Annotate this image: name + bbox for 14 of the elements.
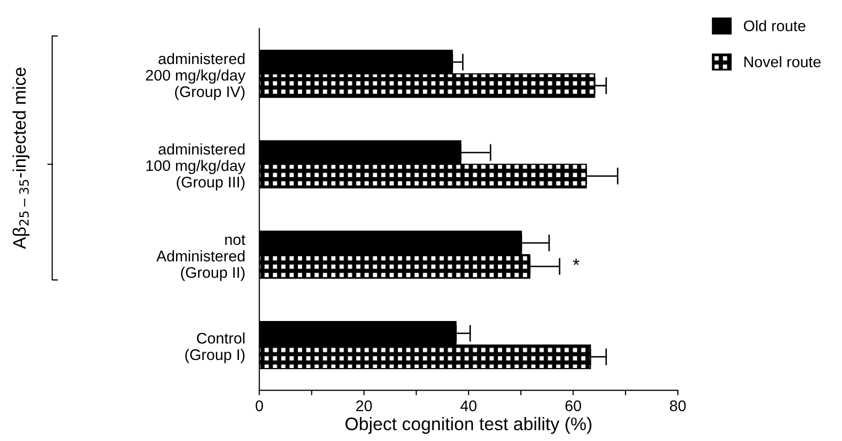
y-tick-label: Control (Group I) — [185, 332, 245, 364]
legend-label: Novel route — [744, 56, 821, 68]
x-axis-title: Object cognition test ability (%) — [346, 417, 592, 434]
x-tick-label: 60 — [565, 400, 582, 412]
legend-label: Old route — [744, 20, 806, 32]
y-tick-label: not Administered (Group II) — [156, 234, 246, 281]
x-tick-label: 0 — [256, 400, 263, 412]
y-tick-label: administered 100 mg/kg/day (Group III) — [146, 143, 246, 191]
text: Aβ$_{25−35}$-injected mice — [12, 68, 30, 249]
x-tick-label: 40 — [460, 400, 476, 412]
y-tick-label: administered 200 mg/kg/day (Group IV) — [146, 52, 246, 100]
x-tick-label: 20 — [356, 400, 372, 412]
x-tick-label: 80 — [670, 400, 686, 412]
annotation: * — [572, 258, 580, 266]
